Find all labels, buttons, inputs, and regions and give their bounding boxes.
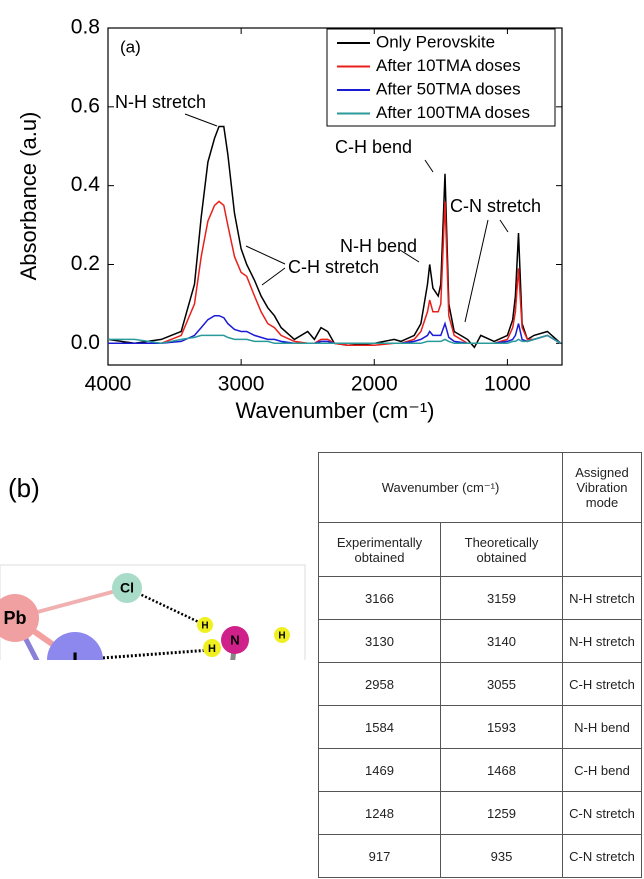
annotation-line — [425, 160, 433, 172]
y-tick-label: 0.6 — [71, 94, 100, 117]
legend-label: After 50TMA doses — [376, 79, 521, 98]
y-tick-label: 0.2 — [71, 252, 100, 275]
x-tick-label: 4000 — [85, 373, 132, 396]
table-subheader: Experimentally obtained — [319, 523, 441, 577]
annotation-line — [246, 246, 285, 264]
table-cell: 3055 — [441, 663, 563, 706]
table-cell: 3140 — [441, 620, 563, 663]
annotation: C-N stretch — [450, 196, 541, 216]
table-cell: C-N stretch — [563, 792, 642, 835]
atom-label: Pb — [3, 608, 26, 628]
table-cell: 3166 — [319, 577, 441, 620]
table-cell: N-H stretch — [563, 577, 642, 620]
table-cell: 3159 — [441, 577, 563, 620]
y-tick-label: 0.8 — [71, 16, 100, 39]
molecule-frame — [0, 565, 305, 660]
series-line — [108, 316, 561, 344]
legend-label: Only Perovskite — [376, 32, 495, 51]
panel-label: (a) — [120, 37, 141, 56]
chart: (a) Absorbance (a.u) Wavenumber (cm⁻¹) N… — [0, 0, 644, 440]
annotation-line — [500, 220, 508, 232]
table-cell: 3130 — [319, 620, 441, 663]
x-tick-label: 1000 — [484, 373, 531, 396]
table-cell: 917 — [319, 835, 441, 878]
table-cell: 1468 — [441, 749, 563, 792]
molecule: (b) Cl Pb I I N C H H H H H H — [0, 470, 310, 660]
annotation-line — [465, 220, 488, 322]
annotation-line — [185, 114, 217, 126]
table-cell: 1259 — [441, 792, 563, 835]
table-cell: 1248 — [319, 792, 441, 835]
table-cell: 935 — [441, 835, 563, 878]
y-tick-label: 0.4 — [71, 173, 101, 196]
table-cell: C-H stretch — [563, 663, 642, 706]
table-subheader: Theoretically obtained — [441, 523, 563, 577]
atom-label: H — [278, 631, 285, 642]
table-header: Assigned Vibration mode — [563, 453, 642, 523]
series-line — [108, 127, 561, 348]
x-tick-label: 2000 — [351, 373, 398, 396]
x-axis-label: Wavenumber (cm⁻¹) — [235, 398, 434, 423]
table-cell: C-H bend — [563, 749, 642, 792]
atom-label: H — [201, 621, 208, 632]
annotation: C-H stretch — [288, 257, 379, 277]
data-table: Wavenumber (cm⁻¹)Assigned Vibration mode… — [318, 452, 642, 878]
atom-label: I — [72, 648, 78, 660]
table-cell: N-H stretch — [563, 620, 642, 663]
annotation: N-H stretch — [115, 92, 206, 112]
x-tick-label: 3000 — [218, 373, 265, 396]
table-cell — [563, 523, 642, 577]
table-cell: C-N stretch — [563, 835, 642, 878]
legend-label: After 10TMA doses — [376, 56, 521, 75]
table-header: Wavenumber (cm⁻¹) — [319, 453, 563, 523]
table-cell: 1584 — [319, 706, 441, 749]
annotation: N-H bend — [340, 236, 417, 256]
panel-label: (b) — [8, 473, 40, 503]
annotation-line — [262, 268, 285, 285]
atom-label: Cl — [120, 580, 134, 596]
atom-label: N — [230, 632, 239, 647]
annotation: C-H bend — [335, 137, 412, 157]
atom-label: H — [208, 643, 216, 655]
y-tick-label: 0.0 — [71, 331, 100, 354]
table-cell: 1593 — [441, 706, 563, 749]
legend-label: After 100TMA doses — [376, 103, 530, 122]
table-cell: 1469 — [319, 749, 441, 792]
figure: (a) Absorbance (a.u) Wavenumber (cm⁻¹) N… — [0, 0, 644, 879]
y-axis-label: Absorbance (a.u) — [16, 112, 41, 281]
table-cell: 2958 — [319, 663, 441, 706]
table-cell: N-H bend — [563, 706, 642, 749]
